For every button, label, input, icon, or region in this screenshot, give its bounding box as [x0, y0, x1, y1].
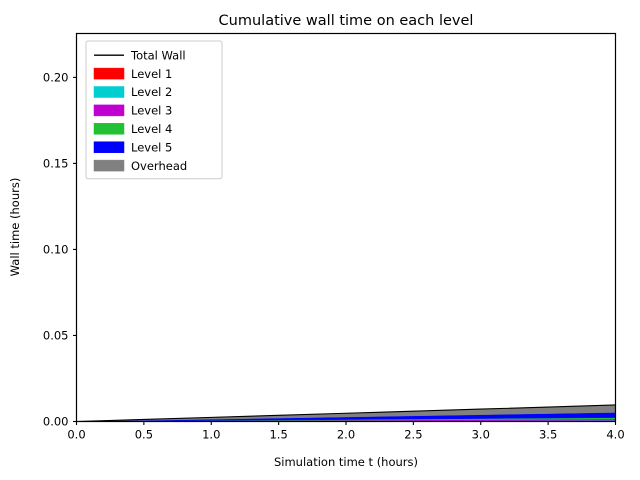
legend-label: Level 4	[131, 122, 172, 136]
x-tick-label: 2.5	[404, 428, 422, 442]
legend-color-swatch	[93, 159, 125, 172]
legend-label: Overhead	[131, 159, 187, 173]
x-tick-label: 2.0	[337, 428, 355, 442]
x-tick-label: 3.0	[472, 428, 490, 442]
legend-item-overhead[interactable]: Overhead	[93, 159, 187, 173]
chart-legend[interactable]: Total Wall Level 1 Level 2 Level 3 Level 4 Le…	[85, 40, 223, 180]
y-axis-label: Wall time (hours)	[8, 178, 22, 277]
legend-label: Level 1	[131, 67, 172, 81]
x-tick-label: 1.5	[269, 428, 287, 442]
legend-item-level-4[interactable]: Level 4	[93, 122, 172, 136]
legend-item-level-2[interactable]: Level 2	[93, 85, 172, 99]
legend-label: Level 3	[131, 104, 172, 118]
x-tick-label: 0.5	[135, 428, 153, 442]
x-tick-label: 3.5	[539, 428, 557, 442]
legend-color-swatch	[93, 67, 125, 80]
legend-label: Level 2	[131, 85, 172, 99]
legend-color-swatch	[93, 86, 125, 98]
legend-color-swatch	[93, 141, 125, 153]
x-tick-label: 4.0	[606, 428, 624, 442]
chart-title: Cumulative wall time on each level	[219, 13, 474, 29]
x-axis-ticks: 0.0 0.5 1.0 1.5 2.0 2.5 3.0 3.5 4.0	[67, 421, 625, 442]
y-tick-label: 0.05	[43, 329, 69, 343]
y-tick-label: 0.10	[43, 243, 69, 257]
legend-color-swatch	[93, 104, 125, 117]
legend-item-level-3[interactable]: Level 3	[93, 104, 172, 118]
total-wall-line	[76, 404, 616, 423]
legend-label: Level 5	[131, 140, 172, 154]
legend-color-swatch	[93, 123, 125, 135]
x-axis-label: Simulation time t (hours)	[274, 455, 418, 469]
y-axis-ticks: 0.00 0.05 0.10 0.15 0.20	[43, 71, 77, 429]
legend-item-total-wall[interactable]: Total Wall	[94, 48, 186, 62]
x-tick-label: 1.0	[202, 428, 220, 442]
y-tick-label: 0.15	[43, 157, 69, 171]
total-wall-line-group	[76, 404, 616, 423]
y-tick-label: 0.00	[43, 415, 69, 429]
x-tick-label: 0.0	[67, 428, 85, 442]
legend-item-level-1[interactable]: Level 1	[93, 67, 172, 81]
legend-item-level-5[interactable]: Level 5	[93, 140, 172, 154]
y-tick-label: 0.20	[43, 71, 69, 85]
legend-label: Total Wall	[130, 48, 186, 62]
